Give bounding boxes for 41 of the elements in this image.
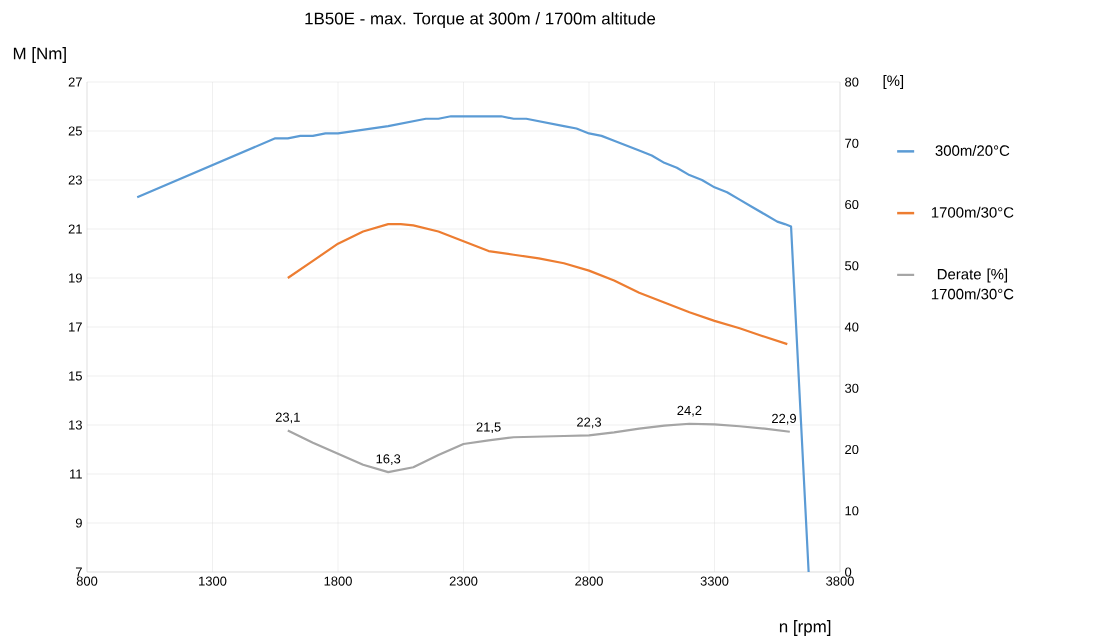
y-tick-label: 7 [75, 567, 82, 577]
x-tick-label: 800 [76, 576, 98, 586]
data-label: 16,3 [376, 454, 401, 465]
x-tick-label: 2800 [575, 576, 603, 586]
legend-label: 300m/20°C [935, 144, 1010, 156]
x-tick-label: 3300 [700, 576, 729, 586]
y2-tick-label: 60 [845, 199, 859, 209]
y2-tick-label: 40 [844, 322, 859, 332]
y2-axis-title: [%] [883, 74, 904, 89]
y2-tick-label: 10 [845, 506, 859, 516]
y-tick-label: 13 [69, 420, 82, 430]
line-series [286, 222, 789, 346]
y-tick-label: 19 [69, 273, 82, 283]
legend-label: Derate [%] 1700m/30°C [931, 268, 1014, 300]
data-label: 22,9 [772, 413, 796, 425]
y2-tick-label: 70 [845, 138, 859, 148]
x-tick-label: 3800 [826, 576, 854, 586]
y-tick-label: 15 [69, 371, 82, 381]
data-label: 24,2 [677, 405, 702, 417]
y-axis-title: M [Nm] [13, 47, 66, 63]
y-tick-label: 23 [68, 175, 82, 185]
data-label: 23,1 [275, 412, 300, 424]
y2-tick-label: 30 [845, 383, 859, 393]
x-tick-label: 2300 [449, 576, 478, 586]
x-tick-label: 1300 [199, 576, 227, 586]
x-tick-label: 1800 [324, 576, 352, 586]
y-tick-label: 17 [69, 322, 82, 332]
y2-tick-label: 80 [845, 77, 859, 87]
y2-tick-label: 50 [845, 261, 859, 271]
y2-tick-label: 20 [845, 444, 859, 454]
y2-tick-label: 0 [845, 567, 852, 577]
y-tick-label: 9 [75, 518, 82, 528]
y-tick-label: 27 [68, 77, 82, 87]
y-tick-label: 21 [68, 224, 82, 234]
x-axis-title: n [rpm] [779, 620, 831, 636]
data-label: 21,5 [476, 422, 501, 434]
legend-label: 1700m/30°C [931, 206, 1014, 218]
y-tick-label: 25 [68, 126, 82, 136]
y-tick-label: 11 [70, 469, 82, 479]
chart-title: 1B50E - max. Torque at 300m / 1700m altitude [305, 12, 656, 28]
data-label: 22,3 [577, 417, 602, 429]
